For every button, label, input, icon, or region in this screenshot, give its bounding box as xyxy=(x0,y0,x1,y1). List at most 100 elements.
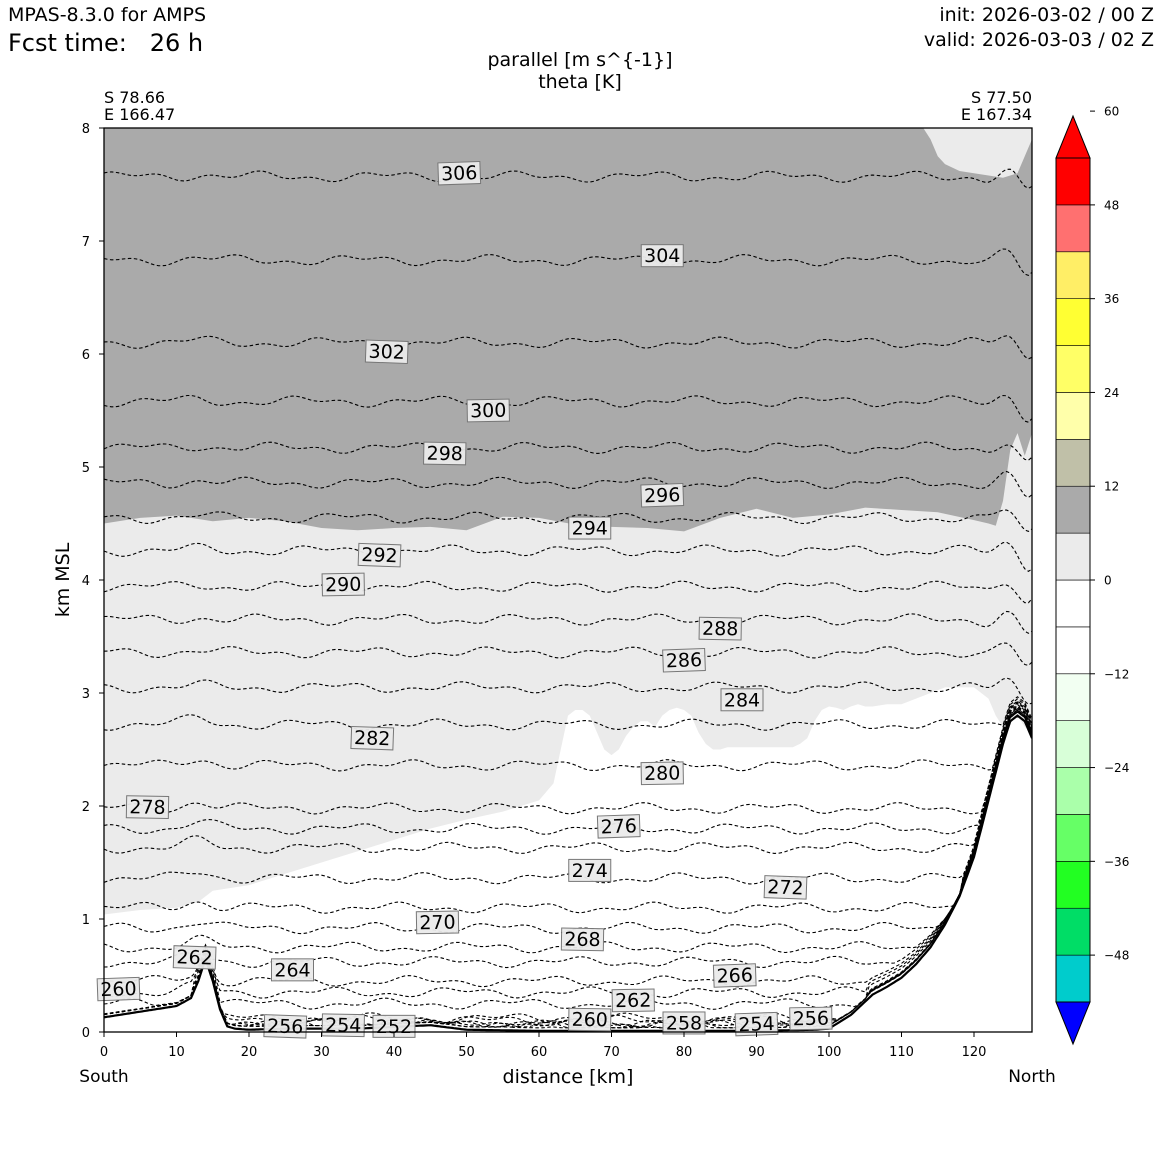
theta-label-text: 254 xyxy=(325,1014,362,1037)
colorbar-bin xyxy=(1055,157,1091,206)
theta-contour-256 xyxy=(104,710,1032,1025)
theta-label-text: 260 xyxy=(571,1009,608,1032)
theta-label-box xyxy=(596,814,641,839)
theta-contour-286 xyxy=(104,642,1032,667)
theta-label: 290 xyxy=(321,572,365,597)
theta-label: 296 xyxy=(640,483,685,508)
x-axis-label: distance [km] xyxy=(503,1066,634,1088)
colorbar-extend-max xyxy=(1055,114,1091,159)
theta-label-box xyxy=(350,725,395,751)
theta-label: 262 xyxy=(611,988,655,1013)
theta-label-text: 288 xyxy=(702,618,739,641)
theta-label: 262 xyxy=(172,945,217,970)
colorbar-tick-label: 0 xyxy=(1104,574,1112,588)
wind-fill-layer xyxy=(104,128,1032,915)
theta-contour-292 xyxy=(104,541,1032,572)
theta-label: 258 xyxy=(662,1011,706,1035)
model-name: MPAS-8.3.0 for AMPS xyxy=(8,4,207,26)
theta-label-box xyxy=(364,339,409,364)
theta-label-text: 298 xyxy=(426,443,463,466)
colorbar: 60 48 36 24 12 0 −12 −24 −36 −48 xyxy=(1055,105,1129,1046)
theta-label: 276 xyxy=(596,814,641,839)
theta-contour-290 xyxy=(104,580,1032,604)
theta-label: 266 xyxy=(712,963,757,988)
colorbar-tick-label: 60 xyxy=(1104,105,1119,119)
theta-label-text: 304 xyxy=(644,245,680,267)
x-tick-label: 80 xyxy=(676,1045,693,1060)
theta-label-text: 300 xyxy=(470,400,507,423)
x-tick-label: 10 xyxy=(168,1045,185,1060)
theta-label: 256 xyxy=(789,1006,833,1031)
theta-label-text: 260 xyxy=(100,978,137,1001)
y-tick-label: 6 xyxy=(82,348,90,363)
terrain-line xyxy=(104,714,1032,1032)
end-longitude: E 167.34 xyxy=(960,105,1032,124)
theta-label-text: 306 xyxy=(441,162,478,185)
theta-contour-274 xyxy=(104,702,1032,854)
theta-label-text: 266 xyxy=(716,964,753,987)
colorbar-tick-label: −48 xyxy=(1104,949,1129,963)
y-tick-label: 7 xyxy=(82,235,90,250)
y-axis-label: km MSL xyxy=(52,542,74,617)
theta-label-box xyxy=(321,1013,365,1038)
theta-label: 256 xyxy=(263,1014,308,1039)
colorbar-bin xyxy=(1055,767,1091,815)
start-longitude: E 166.47 xyxy=(104,105,176,124)
x-tick-label: 50 xyxy=(458,1045,475,1060)
wind-fill-region xyxy=(923,128,1032,178)
y-tick-label: 1 xyxy=(82,913,90,928)
theta-contour-298 xyxy=(104,441,1032,461)
chart-subtitle: theta [K] xyxy=(538,71,622,93)
x-tick-label: 70 xyxy=(603,1045,620,1060)
theta-label-box xyxy=(568,516,612,540)
x-tick-label: 0 xyxy=(100,1045,108,1060)
theta-label-text: 296 xyxy=(644,484,681,507)
north-label: North xyxy=(1008,1067,1056,1087)
x-tick-label: 100 xyxy=(817,1045,842,1060)
theta-contour-294 xyxy=(104,509,1032,533)
theta-label-box xyxy=(560,927,605,952)
colorbar-bin xyxy=(1055,626,1091,675)
y-tick-label: 4 xyxy=(82,574,90,589)
colorbar-bin xyxy=(1055,298,1091,346)
theta-label-box xyxy=(321,572,365,597)
theta-label-box xyxy=(720,688,764,712)
valid-time: valid: 2026-03-03 / 02 Z xyxy=(923,29,1154,51)
forecast-time-value: 26 h xyxy=(149,29,204,57)
theta-label: 304 xyxy=(640,244,684,268)
colorbar-bin xyxy=(1055,345,1091,393)
theta-label: 272 xyxy=(763,875,808,900)
theta-contour-306 xyxy=(104,168,1032,189)
theta-contour-254 xyxy=(104,711,1032,1029)
theta-label: 284 xyxy=(720,688,764,712)
axes: 0 10 20 30 40 50 60 70 80 90 100 110 120 0 1 2 3 4 5 6 7 8 xyxy=(82,122,987,1060)
theta-label: 254 xyxy=(734,1011,779,1037)
theta-label-box xyxy=(568,1007,612,1032)
theta-label-box xyxy=(96,976,141,1002)
theta-label-text: 284 xyxy=(724,689,760,711)
theta-contour-252 xyxy=(104,711,1032,1029)
colorbar-bin xyxy=(1055,720,1091,768)
theta-label-text: 278 xyxy=(129,796,166,819)
theta-label-box xyxy=(357,542,402,568)
theta-label-text: 256 xyxy=(793,1008,830,1031)
colorbar-bin xyxy=(1055,439,1091,487)
theta-label: 300 xyxy=(466,398,510,423)
colorbar-bin xyxy=(1055,907,1091,956)
theta-label-text: 290 xyxy=(325,574,362,597)
theta-contour-layer xyxy=(104,168,1032,1029)
end-point-coords: S 77.50 E 167.34 xyxy=(961,89,1032,123)
theta-label-box xyxy=(789,1006,833,1031)
chart-title: parallel [m s^{-1}] xyxy=(487,49,673,71)
theta-label-text: 268 xyxy=(564,929,601,952)
x-tick-label: 110 xyxy=(889,1045,914,1060)
theta-label-text: 302 xyxy=(368,341,405,364)
theta-label-box xyxy=(125,795,170,820)
theta-label-box xyxy=(640,483,685,508)
theta-label-box xyxy=(640,761,684,786)
colorbar-bin xyxy=(1055,954,1091,1003)
theta-contour-284 xyxy=(104,677,1032,705)
colorbar-tick-label: −12 xyxy=(1104,667,1129,681)
theta-label: 302 xyxy=(364,339,409,364)
start-point-coords: S 78.66 E 166.47 xyxy=(104,89,175,123)
